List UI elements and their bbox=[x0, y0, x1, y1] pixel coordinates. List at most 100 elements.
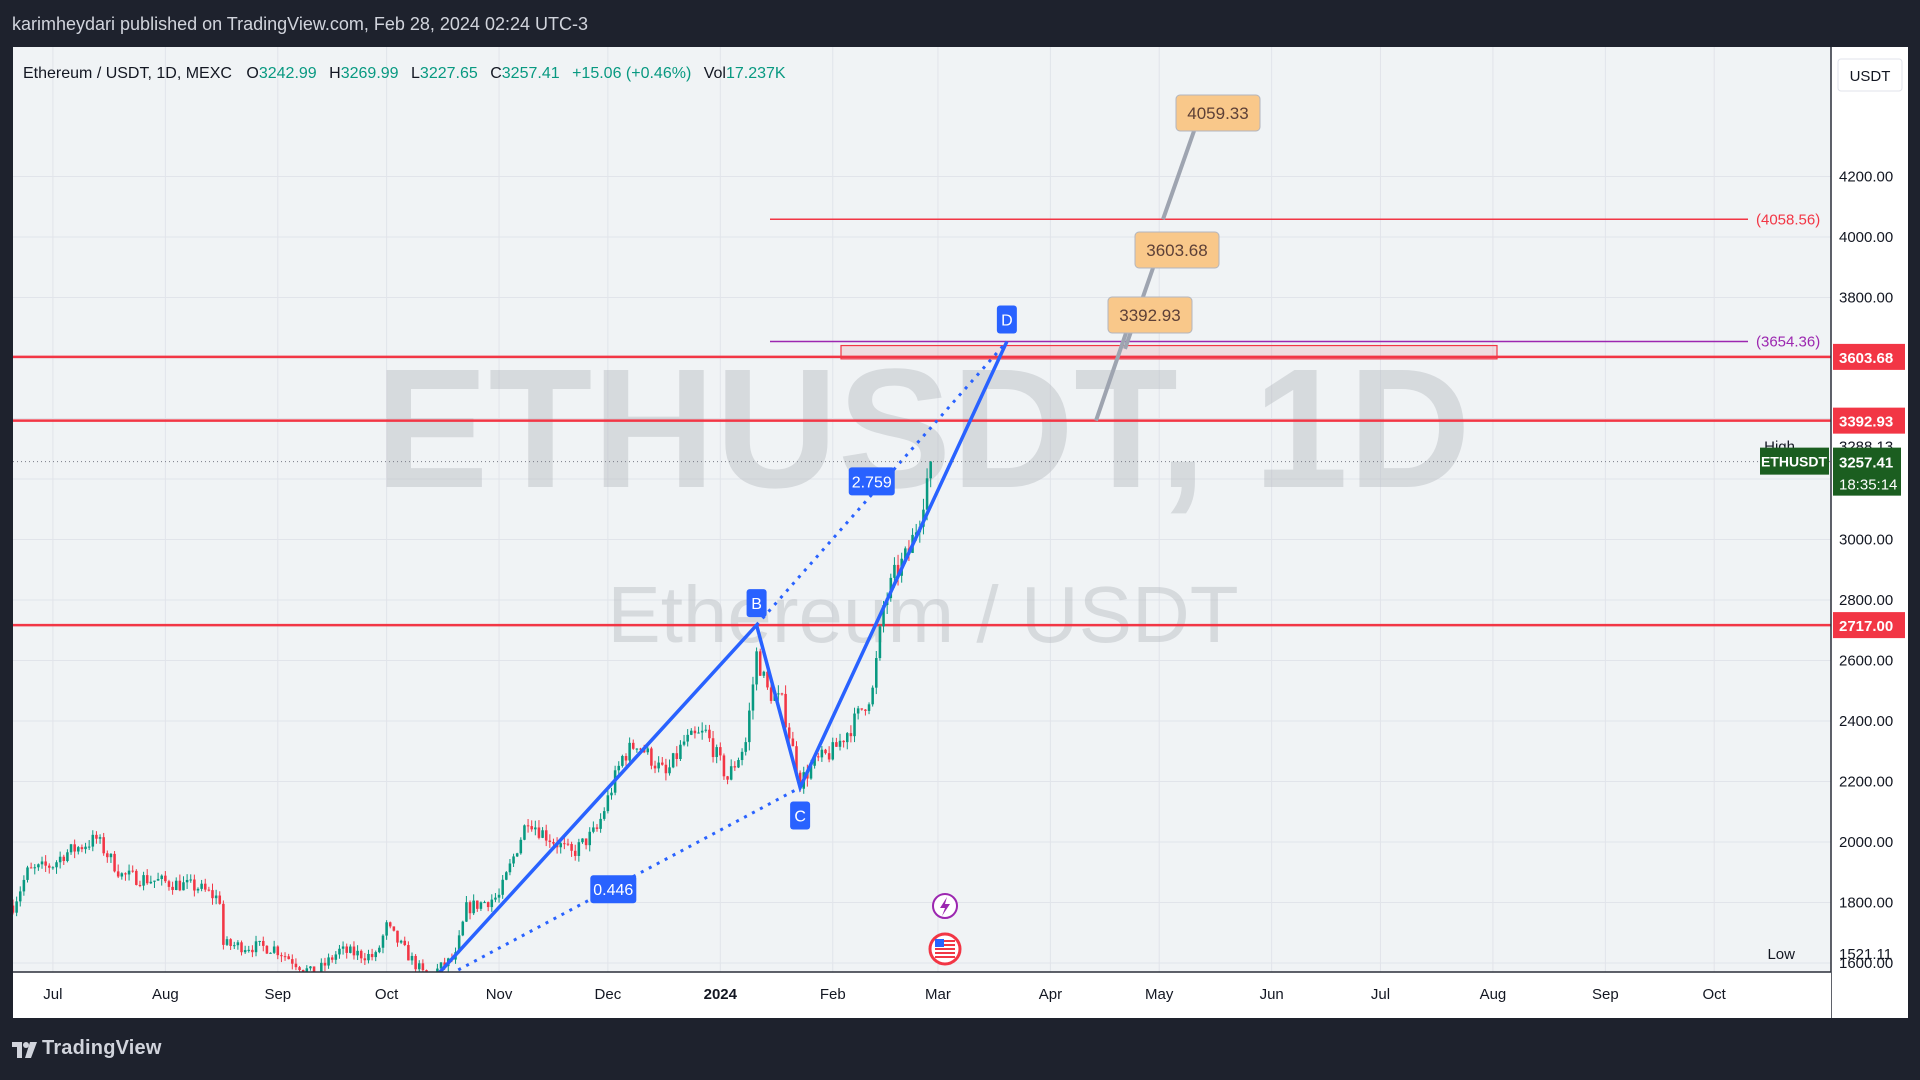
candle-body bbox=[156, 878, 160, 881]
candle bbox=[842, 740, 845, 748]
candle-body bbox=[240, 942, 243, 953]
candle bbox=[635, 748, 639, 753]
low-value: 1521.11 bbox=[1839, 946, 1892, 963]
candle-body bbox=[309, 966, 312, 969]
level-tag-2717-bg bbox=[1833, 612, 1905, 639]
candle bbox=[878, 624, 882, 661]
point-c-label: C bbox=[790, 801, 811, 830]
candle-body bbox=[871, 687, 874, 705]
level-label-4058: (4058.56) bbox=[1756, 211, 1820, 228]
candle bbox=[142, 871, 145, 891]
candle-body bbox=[421, 963, 425, 971]
candle-body bbox=[48, 865, 51, 868]
candle bbox=[552, 838, 555, 846]
candle-body bbox=[646, 748, 650, 753]
candle bbox=[182, 876, 185, 891]
candle-body bbox=[341, 946, 345, 949]
candle-body bbox=[95, 834, 98, 839]
candle-body bbox=[845, 733, 849, 743]
candle-body bbox=[798, 772, 802, 789]
candle bbox=[229, 938, 232, 950]
point-d-label: D bbox=[996, 305, 1017, 334]
candle-body bbox=[33, 867, 37, 869]
candle-body bbox=[218, 895, 222, 904]
candle-body bbox=[769, 687, 773, 701]
candle bbox=[563, 837, 566, 850]
candle-body bbox=[758, 651, 762, 676]
candle-body bbox=[22, 879, 26, 892]
candle bbox=[349, 944, 352, 954]
candle bbox=[345, 943, 348, 959]
candle-body bbox=[896, 564, 900, 576]
candle-body bbox=[334, 954, 338, 960]
us-flag-stripe bbox=[935, 956, 955, 958]
candle bbox=[686, 729, 689, 747]
candle-body bbox=[530, 826, 533, 830]
candle bbox=[465, 896, 468, 923]
candle bbox=[69, 843, 73, 855]
time-tick-label: Feb bbox=[820, 986, 846, 1003]
candle-body bbox=[142, 875, 145, 886]
candle-body bbox=[740, 751, 744, 761]
candle-body bbox=[875, 658, 878, 688]
legend-symbol: Ethereum / USDT, 1D, MEXC bbox=[23, 65, 232, 82]
candle-body bbox=[352, 946, 356, 956]
candle-body bbox=[864, 709, 867, 711]
candle-body bbox=[751, 684, 755, 711]
candle bbox=[262, 936, 265, 952]
candle-body bbox=[414, 955, 417, 970]
candle bbox=[338, 944, 341, 959]
candle bbox=[646, 746, 650, 755]
candle bbox=[225, 936, 229, 947]
watermark-symbol: ETHUSDT, 1D bbox=[375, 334, 1471, 524]
currency-label[interactable]: USDT bbox=[1850, 68, 1891, 85]
candle-body bbox=[370, 953, 374, 958]
chart-svg[interactable]: ETHUSDT, 1D Ethereum / USDT (4058.56) (36… bbox=[13, 47, 1908, 1018]
candle bbox=[18, 886, 22, 907]
ratio-ac-label: 0.446 bbox=[590, 875, 637, 904]
level-tag-2717-text: 2717.00 bbox=[1839, 618, 1893, 635]
price-tick-label: 2000.00 bbox=[1839, 834, 1893, 851]
candle bbox=[501, 874, 504, 899]
candle-body bbox=[628, 742, 631, 761]
candle-body bbox=[519, 839, 523, 854]
candle bbox=[363, 952, 367, 965]
candle-body bbox=[18, 891, 22, 902]
candle-body bbox=[483, 902, 486, 904]
candle-body bbox=[635, 748, 639, 750]
candle bbox=[207, 886, 211, 892]
candle bbox=[254, 935, 258, 957]
candle bbox=[617, 761, 621, 776]
candle-body bbox=[748, 710, 751, 743]
candle-body bbox=[189, 879, 193, 881]
candle-body bbox=[457, 935, 461, 953]
time-tick-label: Jun bbox=[1260, 986, 1284, 1003]
candle-body bbox=[787, 727, 791, 739]
candle-body bbox=[882, 605, 885, 627]
time-tick-label: Aug bbox=[1480, 986, 1507, 1003]
candle-body bbox=[697, 732, 700, 734]
candle bbox=[835, 737, 838, 747]
candle-body bbox=[106, 853, 109, 858]
candle-body bbox=[211, 890, 214, 899]
candle-body bbox=[294, 963, 298, 968]
legend-change: +15.06 (+0.46%) bbox=[572, 65, 691, 82]
chart-pane[interactable]: ETHUSDT, 1D Ethereum / USDT (4058.56) (36… bbox=[13, 47, 1908, 1018]
candle-body bbox=[606, 795, 610, 812]
level-tag-3392-text: 3392.93 bbox=[1839, 414, 1893, 431]
candle bbox=[711, 731, 715, 763]
tradingview-brand[interactable]: TradingView bbox=[42, 1037, 162, 1059]
candle-body bbox=[167, 881, 171, 887]
candle bbox=[867, 702, 871, 715]
tradingview-logo-icon[interactable] bbox=[12, 1040, 38, 1060]
candle bbox=[748, 702, 751, 751]
candle-body bbox=[780, 693, 784, 695]
candle bbox=[265, 945, 269, 955]
candle bbox=[824, 748, 827, 755]
price-tick-label: 4200.00 bbox=[1839, 169, 1893, 186]
candle-body bbox=[566, 843, 570, 845]
legend-line: Ethereum / USDT, 1D, MEXC O3242.99 H3269… bbox=[23, 65, 786, 82]
legend-close: 3257.41 bbox=[502, 65, 560, 82]
lightning-icon bbox=[932, 893, 958, 919]
candle bbox=[690, 728, 693, 736]
